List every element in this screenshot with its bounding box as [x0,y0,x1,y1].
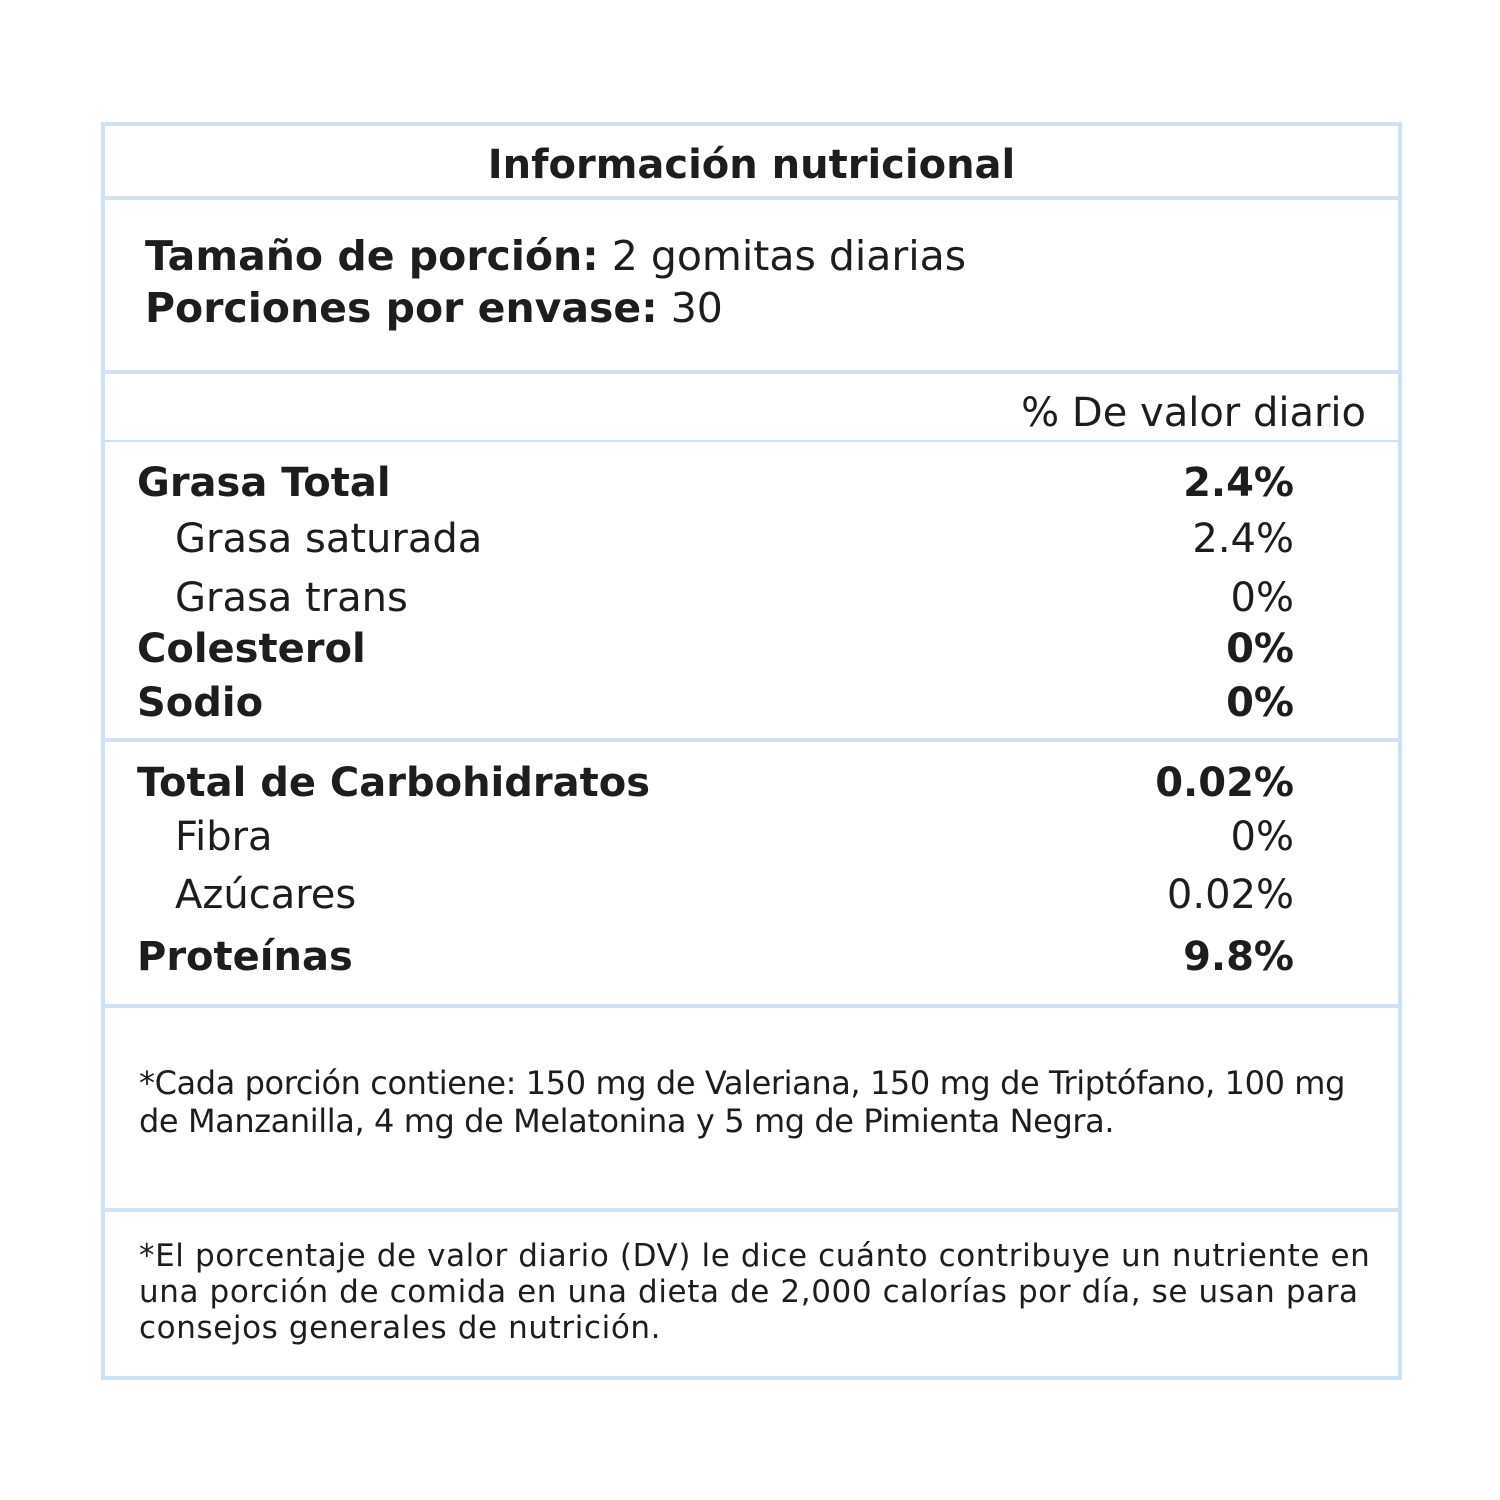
divider-title [105,196,1398,200]
divider-group1 [105,738,1398,742]
divider-group2 [105,1004,1398,1008]
nutrient-value-trans-fat: 0% [1230,575,1294,621]
nutrient-label-sugars: Azúcares [175,872,357,918]
servings-per-container-value: 30 [670,284,723,332]
serving-size-value: 2 gomitas diarias [611,232,967,280]
nutrient-value-sugars: 0.02% [1166,872,1294,918]
nutrient-label-fiber: Fibra [175,814,273,860]
nutrient-value-fiber: 0% [1230,814,1294,860]
nutrient-value-sodium: 0% [1226,680,1294,726]
nutrient-value-carbohydrates: 0.02% [1155,760,1294,806]
nutrient-value-cholesterol: 0% [1226,626,1294,672]
nutrient-value-protein: 9.8% [1183,934,1294,980]
nutrient-value-total-fat: 2.4% [1183,460,1294,506]
daily-value-footnote: *El porcentaje de valor diario (DV) le d… [139,1238,1371,1346]
nutrient-value-saturated-fat: 2.4% [1192,516,1294,562]
daily-value-header: % De valor diario [1021,390,1366,436]
nutrient-label-cholesterol: Colesterol [137,626,366,672]
servings-per-container: Porciones por envase: 30 [145,284,723,332]
nutrient-label-saturated-fat: Grasa saturada [175,516,483,562]
divider-dv-header [105,440,1398,442]
divider-note [105,1208,1398,1212]
servings-per-container-label: Porciones por envase: [145,284,658,332]
nutrient-label-protein: Proteínas [137,934,353,980]
nutrient-label-carbohydrates: Total de Carbohidratos [137,760,651,806]
serving-size: Tamaño de porción: 2 gomitas diarias [145,232,966,280]
portion-contents-note: *Cada porción contiene: 150 mg de Valeri… [139,1064,1345,1140]
serving-size-label: Tamaño de porción: [145,232,599,280]
nutrition-facts-panel: Información nutricional Tamaño de porció… [101,122,1402,1380]
divider-serving [105,370,1398,374]
panel-title: Información nutricional [487,142,1016,188]
nutrient-label-sodium: Sodio [137,680,264,726]
nutrient-label-trans-fat: Grasa trans [175,575,408,621]
nutrient-label-total-fat: Grasa Total [137,460,391,506]
